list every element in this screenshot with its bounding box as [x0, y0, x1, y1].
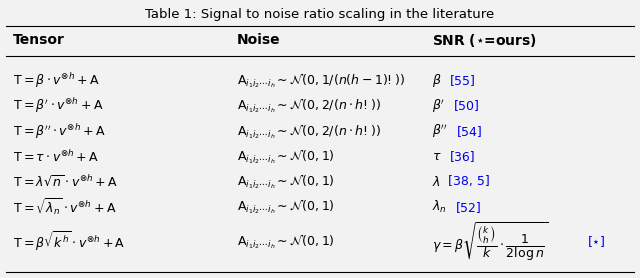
Text: $\mathrm{T} = \beta\sqrt{k^h} \cdot v^{\otimes h} + \mathrm{A}$: $\mathrm{T} = \beta\sqrt{k^h} \cdot v^{\…: [13, 229, 125, 253]
Text: $\mathrm{T} = \beta'' \cdot v^{\otimes h} + \mathrm{A}$: $\mathrm{T} = \beta'' \cdot v^{\otimes h…: [13, 122, 106, 141]
Text: [50]: [50]: [454, 100, 480, 113]
Text: $\mathrm{T} = \beta \cdot v^{\otimes h} + \mathrm{A}$: $\mathrm{T} = \beta \cdot v^{\otimes h} …: [13, 71, 100, 90]
Text: $\lambda_n$: $\lambda_n$: [432, 199, 447, 215]
Text: $\mathrm{A}_{i_1 i_2 \cdots i_h} \sim \mathcal{N}(0, 1)$: $\mathrm{A}_{i_1 i_2 \cdots i_h} \sim \m…: [237, 198, 335, 216]
Text: $\mathrm{T} = \tau \cdot v^{\otimes h} + \mathrm{A}$: $\mathrm{T} = \tau \cdot v^{\otimes h} +…: [13, 149, 99, 165]
Text: $\mathrm{A}_{i_1 i_2 \cdots i_h} \sim \mathcal{N}(0, 1)$: $\mathrm{A}_{i_1 i_2 \cdots i_h} \sim \m…: [237, 173, 335, 191]
Text: $\mathrm{A}_{i_1 i_2 \cdots i_h} \sim \mathcal{N}(0, 2/(n \cdot h!))$: $\mathrm{A}_{i_1 i_2 \cdots i_h} \sim \m…: [237, 97, 381, 115]
Text: $\beta''$: $\beta''$: [432, 123, 448, 140]
Text: $\mathrm{T} = \lambda\sqrt{n} \cdot v^{\otimes h} + \mathrm{A}$: $\mathrm{T} = \lambda\sqrt{n} \cdot v^{\…: [13, 174, 118, 190]
Text: $\mathrm{A}_{i_1 i_2 \cdots i_h} \sim \mathcal{N}(0, 2/(n \cdot h!))$: $\mathrm{A}_{i_1 i_2 \cdots i_h} \sim \m…: [237, 122, 381, 141]
Text: [$\star$]: [$\star$]: [587, 234, 605, 249]
Text: [52]: [52]: [456, 201, 482, 214]
Text: $\beta'$: $\beta'$: [432, 97, 445, 115]
Text: Noise: Noise: [237, 33, 280, 47]
Text: [36]: [36]: [449, 150, 475, 163]
Text: $\lambda$: $\lambda$: [432, 175, 441, 189]
Text: $\mathrm{T} = \sqrt{\lambda_n} \cdot v^{\otimes h} + \mathrm{A}$: $\mathrm{T} = \sqrt{\lambda_n} \cdot v^{…: [13, 197, 116, 218]
Text: $\beta$: $\beta$: [432, 72, 442, 89]
Text: [38, 5]: [38, 5]: [448, 175, 490, 188]
Text: $\mathrm{T} = \beta' \cdot v^{\otimes h} + \mathrm{A}$: $\mathrm{T} = \beta' \cdot v^{\otimes h}…: [13, 96, 103, 115]
Text: [55]: [55]: [449, 74, 476, 87]
Text: Tensor: Tensor: [13, 33, 65, 47]
Text: SNR ($\star$=ours): SNR ($\star$=ours): [432, 32, 537, 49]
Text: $\mathrm{A}_{i_1 i_2 \cdots i_h} \sim \mathcal{N}(0, 1)$: $\mathrm{A}_{i_1 i_2 \cdots i_h} \sim \m…: [237, 147, 335, 166]
Text: Table 1: Signal to noise ratio scaling in the literature: Table 1: Signal to noise ratio scaling i…: [145, 8, 495, 21]
Text: $\gamma = \beta\sqrt{\dfrac{\binom{k}{h}}{k} \cdot \dfrac{1}{2\log n}}$: $\gamma = \beta\sqrt{\dfrac{\binom{k}{h}…: [432, 220, 548, 263]
Text: $\mathrm{A}_{i_1 i_2 \cdots i_h} \sim \mathcal{N}(0, 1)$: $\mathrm{A}_{i_1 i_2 \cdots i_h} \sim \m…: [237, 232, 335, 250]
Text: [54]: [54]: [458, 125, 483, 138]
Text: $\mathrm{A}_{i_1 i_2 \cdots i_h} \sim \mathcal{N}(0, 1/(n(h-1)!))$: $\mathrm{A}_{i_1 i_2 \cdots i_h} \sim \m…: [237, 71, 405, 90]
Text: $\tau$: $\tau$: [432, 150, 442, 163]
